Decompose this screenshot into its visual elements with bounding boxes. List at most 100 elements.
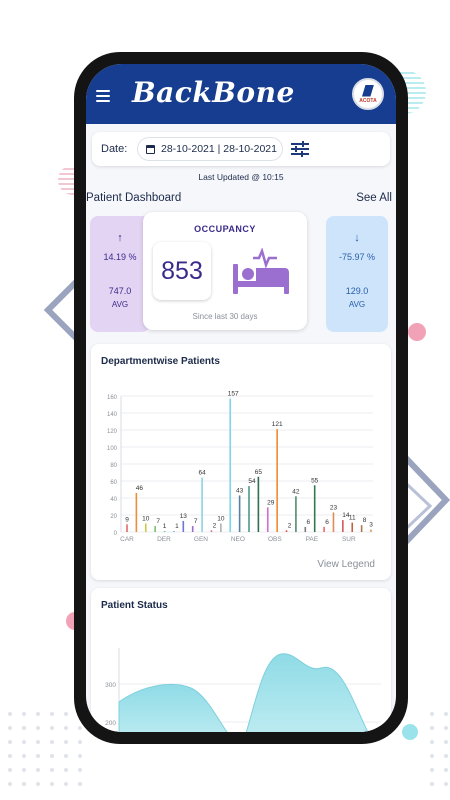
hamburger-menu-icon[interactable] [96,90,110,102]
bar-value-label: 7 [156,518,160,525]
patient-status-area-chart[interactable]: 200 300 [91,618,391,732]
bar-value-label: 29 [267,499,275,506]
bar [370,529,372,532]
bar-value-label: 2 [288,522,292,529]
occupancy-card[interactable]: OCCUPANCY 853 Since last 30 days [143,212,307,330]
left-card-avg-label: AVG [111,300,129,309]
stat-card-right[interactable]: ↓ -75.97 % 129.0 AVG [326,216,388,332]
category-label: DER [157,536,171,543]
bar [360,525,363,532]
bar-value-label: 43 [236,487,244,494]
area-segment [245,653,369,732]
bar [238,495,241,532]
category-label: NEO [231,536,245,543]
date-label: Date: [101,143,128,155]
bar [229,398,232,532]
y-tick-label: 0 [114,531,118,537]
bar [285,530,288,532]
right-card-percent: -75.97 % [338,252,376,262]
date-range-value: 28-10-2021 | 28-10-2021 [161,143,277,155]
app-logo: BackBone [132,76,295,109]
y-tick-label: 160 [107,395,118,401]
calendar-icon [146,144,155,154]
filter-sliders-icon[interactable] [291,141,309,157]
bar [248,486,250,532]
y-tick-label: 40 [110,497,117,503]
bar [257,476,260,532]
y-tick-label: 120 [107,429,118,435]
see-all-link[interactable]: See All [356,192,392,204]
bar [351,522,354,532]
dot-grid-left [8,712,82,786]
bar-value-label: 42 [292,488,300,495]
dashboard-title: Patient Dashboard [86,192,182,204]
bar-value-label: 1 [163,523,167,530]
cyan-dot [402,724,418,740]
bar-value-label: 2 [213,522,217,529]
y-tick-label: 100 [107,446,118,452]
view-legend-link[interactable]: View Legend [317,559,375,570]
bar [126,524,128,532]
y-tick-label: 60 [110,480,117,486]
hospital-bed-icon [233,248,289,294]
up-arrow-icon: ↑ [117,232,123,244]
category-label: GEN [194,536,208,543]
occupancy-title: OCCUPANCY [194,224,256,234]
bar [210,530,213,532]
bar-value-label: 55 [311,477,319,484]
right-card-avg-label: AVG [348,300,366,309]
patient-status-panel: Patient Status 200 300 [91,588,391,732]
bar-value-label: 46 [136,485,144,492]
pink-dot-right [408,323,426,341]
y-tick-label: 80 [110,463,117,469]
date-filter-bar: Date: 28-10-2021 | 28-10-2021 [92,132,390,166]
date-range-picker[interactable]: 28-10-2021 | 28-10-2021 [137,137,283,161]
bar [313,485,316,532]
bar [342,520,344,532]
area-segment [118,684,228,732]
y-tick-label: 140 [107,412,118,418]
bar-value-label: 6 [306,519,310,526]
dashboard-header: Patient Dashboard See All [86,192,392,204]
bar [191,526,194,532]
category-label: PAE [306,536,319,543]
down-arrow-icon: ↓ [354,232,360,244]
bar-value-label: 157 [228,391,239,398]
left-card-avg-value: 747.0 [108,286,132,296]
bar-value-label: 54 [248,478,256,485]
bar [276,429,278,532]
bar [163,531,166,532]
stat-card-left[interactable]: ↑ 14.19 % 747.0 AVG [90,216,150,332]
brand-badge[interactable]: ACOTA [352,78,384,110]
last-updated-text: Last Updated @ 10:15 [198,172,284,182]
right-card-avg-value: 129.0 [345,286,369,296]
bar [332,512,335,532]
left-card-percent: 14.19 % [103,252,137,262]
stat-cards-carousel[interactable]: ↑ 14.19 % 747.0 AVG ↓ -75.97 % 129.0 AVG… [86,212,396,332]
bar-value-label: 3 [369,521,373,528]
bar [266,507,269,532]
phone-screen: BackBone ACOTA Date: 28-10-2021 | 28-10-… [86,64,396,732]
phone-frame: BackBone ACOTA Date: 28-10-2021 | 28-10-… [74,52,408,744]
bar-value-label: 14 [342,512,350,519]
bar-value-label: 8 [363,517,367,524]
bar-value-label: 65 [255,469,263,476]
dot-grid-right [430,712,448,786]
category-label: OBS [268,536,282,543]
bar-value-label: 10 [142,516,150,523]
occupancy-subtitle: Since last 30 days [192,312,258,321]
department-chart-panel: Departmentwise Patients 0 20 40 60 80 100 120 1… [91,344,391,580]
bar-value-label: 10 [217,516,225,523]
occupancy-value: 853 [153,242,211,300]
y-tick-label: 300 [105,682,116,689]
bar [144,523,147,532]
category-label: SUR [342,536,356,543]
bar-value-label: 1 [175,523,179,530]
brand-badge-label: ACOTA [359,97,377,104]
bar-value-label: 64 [198,470,206,477]
bar [304,526,307,532]
y-tick-label: 200 [105,720,116,727]
bar-value-label: 6 [325,519,329,526]
